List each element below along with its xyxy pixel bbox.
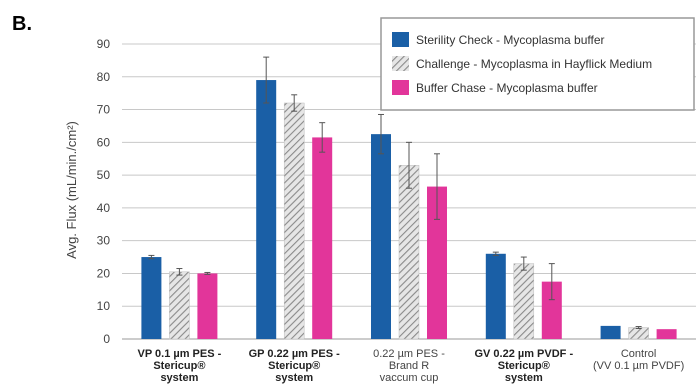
bar (197, 273, 218, 339)
bar (600, 325, 621, 339)
bar (541, 281, 562, 339)
x-tick-label: GP 0.22 µm PES - (249, 348, 340, 360)
bar (628, 327, 649, 340)
x-tick-label: 0.22 µm PES - (373, 348, 445, 360)
y-tick-label: 40 (97, 201, 111, 215)
legend: Sterility Check - Mycoplasma buffer Chall… (380, 17, 695, 111)
bar (141, 257, 162, 339)
y-tick-label: 10 (97, 299, 111, 313)
y-tick-label: 20 (97, 266, 111, 280)
y-tick-label: 50 (97, 168, 111, 182)
bar (398, 165, 420, 340)
x-tick-label: Stericup® (268, 360, 320, 372)
x-tick-label: (VV 0.1 µm PVDF) (593, 360, 684, 372)
x-tick-label: system (160, 372, 198, 384)
legend-label: Sterility Check - Mycoplasma buffer (416, 33, 605, 47)
y-tick-label: 80 (97, 70, 111, 84)
x-tick-label: system (275, 372, 313, 384)
bar (283, 102, 305, 340)
x-tick-label: Control (621, 348, 656, 360)
legend-swatch (392, 32, 409, 47)
x-tick-label: VP 0.1 µm PES - (138, 348, 222, 360)
legend-swatch (392, 80, 409, 95)
panel-label: B. (12, 13, 32, 35)
y-axis-label: Avg. Flux (mL/min./cm²) (64, 121, 79, 259)
bar (427, 186, 447, 339)
bar (371, 134, 391, 339)
bar (656, 329, 677, 339)
legend-swatch (392, 56, 409, 71)
legend-label: Challenge - Mycoplasma in Hayflick Mediu… (416, 57, 652, 71)
bar (256, 80, 277, 340)
bar (312, 137, 333, 339)
x-tick-label: GV 0.22 µm PVDF - (474, 348, 573, 360)
x-tick-label: vaccum cup (380, 372, 439, 384)
y-tick-label: 70 (97, 103, 111, 117)
bar (169, 271, 190, 340)
bar (513, 263, 535, 340)
bar (485, 253, 506, 339)
y-tick-label: 30 (97, 234, 111, 248)
legend-label: Buffer Chase - Mycoplasma buffer (416, 81, 598, 95)
y-tick-label: 60 (97, 135, 111, 149)
x-tick-label: Stericup® (498, 360, 550, 372)
x-tick-label: Brand R (389, 360, 429, 372)
y-tick-label: 90 (97, 37, 111, 51)
x-tick-label: Stericup® (153, 360, 205, 372)
y-tick-label: 0 (103, 332, 110, 346)
x-tick-label: system (505, 372, 543, 384)
